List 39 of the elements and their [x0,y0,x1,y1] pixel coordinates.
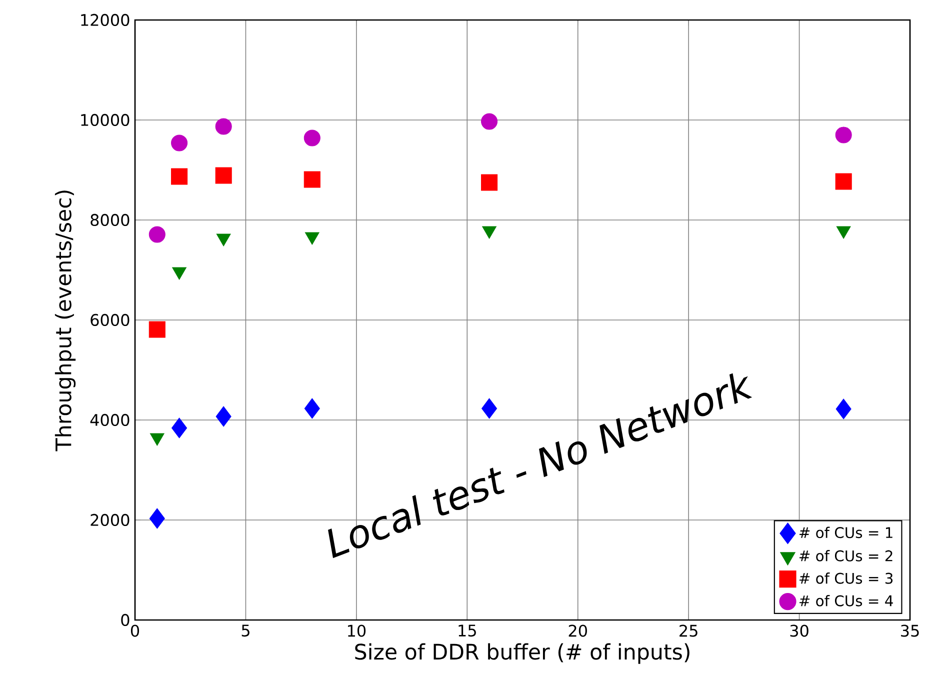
point [215,167,232,184]
x-tick-label: 20 [568,624,587,637]
legend-label: # of CUs = 3 [800,572,893,584]
point [835,173,852,190]
x-tick-label: 10 [348,624,366,637]
point [304,398,320,419]
point [172,418,188,438]
x-tick-label: 0 [130,624,140,637]
x-axis-title: Size of DDR buffer (# of inputs) [355,643,690,664]
y-tick-label: 2000 [90,514,130,526]
point [148,321,166,338]
x-tick-label: 30 [790,624,808,637]
x-tick-label: 25 [680,624,698,637]
y-tick-label: 0 [121,614,130,626]
point [481,113,498,130]
point [304,130,320,146]
legend-label: # of CUs = 4 [800,594,893,606]
point [216,406,232,427]
point [149,508,165,529]
point [482,398,498,419]
x-tick-label: 15 [458,624,476,637]
y-tick-label: 8000 [90,214,130,226]
y-tick-label: 6000 [90,314,130,326]
point [215,118,232,135]
legend-label: # of CUs = 2 [800,550,892,562]
point [835,126,852,144]
y-tick-label: 12000 [81,14,130,26]
point [481,174,498,191]
x-tick-label: 5 [242,624,250,637]
x-tick-label: 35 [901,624,919,637]
point [171,134,188,152]
point [304,171,320,188]
point [171,168,188,185]
y-axis-title: Throughput (events/sec) [54,190,76,452]
legend-label: # of CUs = 1 [800,526,892,538]
point [836,398,852,420]
point [148,226,166,243]
y-tick-label: 4000 [90,414,130,426]
y-tick-label: 10000 [81,114,130,126]
